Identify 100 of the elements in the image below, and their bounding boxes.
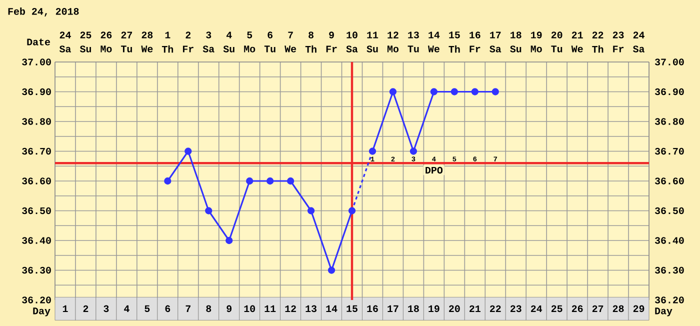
text: 16 (470, 32, 480, 38)
text: 5 (247, 32, 252, 38)
y-tick-label: 36.20 (22, 296, 51, 304)
x-tick-label: 22 (490, 305, 501, 312)
x-tick-label: 7 (186, 305, 190, 312)
y-tick-label: 36.40 (22, 237, 51, 244)
x-tick-label: 28 (612, 305, 624, 312)
text: We (571, 46, 583, 52)
y2-tick-label: 36.60 (654, 178, 684, 184)
x-tick-label: 23 (510, 305, 522, 312)
x-tick-label: 13 (306, 305, 317, 312)
text: Tu (408, 46, 419, 52)
text: Mo (387, 46, 399, 52)
text: Mo (244, 46, 256, 52)
x-axis-title: Day (33, 308, 50, 316)
text: 6 (268, 32, 273, 38)
text: Fr (613, 46, 624, 52)
y-tick-label: 36.50 (22, 207, 51, 214)
x-tick-label: 14 (326, 305, 338, 312)
text: Tu (121, 46, 132, 52)
text: Th (162, 45, 174, 53)
text: Sa (202, 46, 214, 52)
y2-tick-label: 36.20 (654, 296, 684, 304)
y2-tick-label: 36.70 (654, 148, 684, 155)
text: Tu (264, 46, 276, 52)
text: 25 (80, 32, 92, 38)
text: Mo (100, 46, 112, 52)
x-tick-label: 12 (285, 305, 296, 312)
text: 24 (633, 32, 644, 38)
x-tick-label: 2 (83, 305, 88, 312)
text: Fr (326, 46, 337, 52)
text: 11 (367, 32, 378, 38)
text: Su (510, 46, 522, 52)
x-tick-label: 25 (551, 305, 562, 312)
text: 7 (288, 32, 293, 38)
x-tick-label: 26 (572, 305, 583, 312)
text: 13 (408, 32, 419, 38)
text: 23 (612, 32, 624, 38)
text: Date (27, 38, 50, 46)
text: We (141, 46, 153, 52)
text: 4 (226, 32, 232, 38)
text: Fr (470, 46, 480, 52)
x-tick-label: 27 (592, 305, 604, 312)
x-tick-label: 19 (428, 305, 440, 312)
text: Th (592, 45, 604, 53)
text: 17 (490, 32, 501, 38)
x-tick-label: 16 (367, 305, 378, 312)
text: 18 (510, 32, 522, 38)
text: 26 (100, 32, 112, 38)
text: Th (305, 45, 316, 53)
text: We (428, 46, 440, 52)
y2-tick-label: 37.00 (654, 58, 684, 66)
text: 15 (449, 32, 460, 38)
text: Th (448, 45, 460, 53)
x-tick-label: 29 (633, 305, 644, 312)
text: 14 (428, 32, 440, 38)
x-tick-label: 10 (244, 305, 255, 312)
text: 8 (308, 32, 314, 38)
text: 19 (531, 32, 542, 38)
annotation: DPO (426, 166, 443, 174)
text: Day (655, 308, 672, 316)
x-tick-label: 5 (144, 305, 150, 312)
y-tick-label: 36.60 (22, 178, 51, 184)
x-tick-label: 4 (124, 305, 130, 312)
x-tick-label: 8 (206, 305, 212, 312)
text: Su (223, 46, 234, 52)
text: Tu (551, 46, 562, 52)
x-tick-label: 24 (530, 305, 542, 312)
text: 21 (572, 32, 583, 38)
x-tick-label: 1 (62, 305, 68, 312)
text: 9 (329, 32, 334, 38)
text: Su (366, 46, 378, 52)
x-tick-label: 17 (388, 305, 398, 312)
text: Sa (346, 46, 358, 52)
text: Sa (632, 46, 645, 52)
y2-tick-label: 36.30 (654, 266, 684, 274)
y2-tick-label: 36.40 (654, 237, 684, 244)
chart-title: Feb 24, 2018 (8, 8, 79, 16)
x-tick-label: 21 (470, 305, 480, 312)
x-tick-label: 11 (264, 305, 276, 312)
x-tick-label: 15 (346, 305, 358, 312)
text: 24 (60, 32, 71, 38)
text: 2 (186, 32, 191, 38)
text: 27 (121, 32, 132, 38)
x-tick-label: 18 (408, 305, 419, 312)
text: Mo (530, 46, 542, 52)
x-tick-label: 9 (226, 305, 232, 312)
text: 1 (165, 32, 170, 38)
text: Fr (182, 46, 194, 52)
y2-tick-label: 36.50 (654, 207, 684, 214)
y-tick-label: 36.90 (22, 88, 51, 96)
x-tick-label: 3 (104, 305, 109, 312)
y-tick-label: 36.30 (22, 266, 51, 274)
text: Sa (59, 46, 71, 52)
y-tick-label: 36.70 (22, 148, 51, 155)
text: 20 (551, 32, 562, 38)
text: 22 (592, 32, 604, 38)
text: Su (80, 46, 92, 52)
text: 10 (346, 32, 358, 38)
y2-tick-label: 36.90 (654, 88, 684, 96)
